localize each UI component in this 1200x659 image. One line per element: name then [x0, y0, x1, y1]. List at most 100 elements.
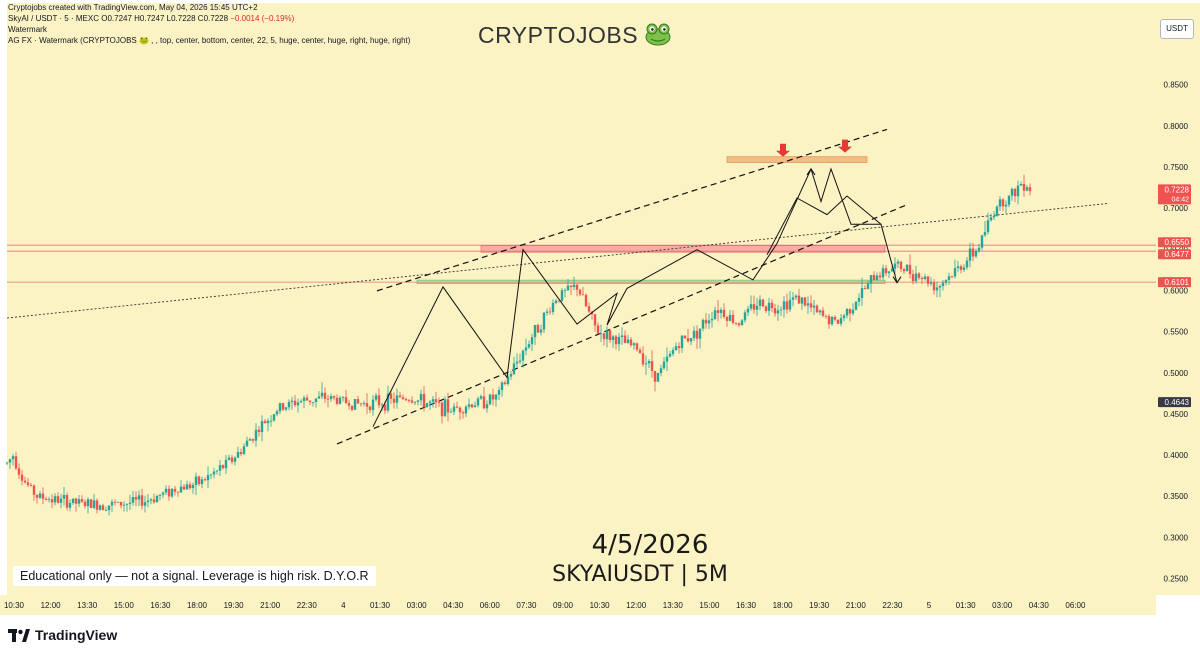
candle-body: [452, 406, 456, 412]
candle-body: [917, 273, 921, 278]
price-badge-label: 0.6550: [1165, 238, 1190, 247]
candle-body: [944, 279, 948, 283]
candle-body: [479, 396, 483, 399]
candle-body: [716, 310, 720, 313]
price-badge: [1158, 237, 1191, 248]
x-tick-label: 12:00: [41, 601, 62, 610]
chart-caption: Cryptojobs created with TradingView.com,…: [8, 3, 258, 12]
candle-body: [377, 395, 381, 406]
candle-body: [368, 406, 372, 411]
candle-body: [986, 220, 990, 233]
candle-body: [647, 361, 651, 364]
candle-body: [59, 498, 63, 503]
candle-body: [425, 403, 429, 407]
candle-body: [446, 399, 450, 413]
candle-body: [842, 315, 846, 319]
x-tick-label: 4: [341, 601, 346, 610]
currency-badge[interactable]: USDT: [1160, 19, 1194, 39]
candle-body: [137, 495, 141, 500]
candle-body: [116, 501, 120, 503]
candle-body: [578, 289, 582, 295]
candle-body: [638, 349, 642, 354]
candle-body: [959, 266, 963, 270]
indicator-legend[interactable]: AG FX · Watermark (CRYPTOJOBS 🐸 , , top,…: [8, 36, 411, 45]
watermark-legend[interactable]: Watermark: [8, 25, 47, 34]
candle-body: [776, 310, 780, 314]
candle-body: [77, 499, 81, 504]
x-tick-label: 04:30: [1029, 601, 1050, 610]
candle-body: [491, 394, 495, 400]
candle-body: [395, 395, 399, 403]
x-tick-label: 16:30: [150, 601, 171, 610]
y-tick-label: 0.3500: [1164, 492, 1189, 501]
watermark-title: CRYPTOJOBS: [430, 22, 720, 49]
x-tick-label: 09:00: [553, 601, 574, 610]
tradingview-logo[interactable]: TradingView: [8, 627, 117, 643]
candle-body: [44, 498, 48, 501]
candle-body: [746, 308, 750, 313]
candle-body: [992, 215, 996, 218]
candle-body: [929, 282, 933, 284]
price-badge-label: 0.6101: [1165, 278, 1190, 287]
candle-body: [296, 402, 300, 406]
candle-body: [17, 468, 21, 475]
candle-body: [359, 403, 363, 405]
candle-body: [482, 396, 486, 409]
candle-body: [764, 306, 768, 311]
candle-body: [323, 392, 327, 399]
channel-line-1: [336, 204, 906, 445]
candle-body: [143, 502, 147, 506]
candle-body: [356, 399, 360, 404]
candle-body: [812, 305, 816, 308]
candle-body: [599, 333, 603, 335]
x-tick-label: 10:30: [4, 601, 25, 610]
candle-body: [119, 501, 123, 506]
x-tick-label: 06:00: [1065, 601, 1086, 610]
candle-body: [344, 397, 348, 404]
candle-body: [758, 299, 762, 306]
candle-body: [386, 393, 390, 411]
candle-body: [857, 297, 861, 302]
candle-body: [200, 479, 204, 485]
x-tick-label: 21:00: [846, 601, 867, 610]
candle-body: [680, 335, 684, 348]
candle-body: [218, 465, 222, 471]
y-tick-label: 0.5500: [1164, 328, 1189, 337]
x-tick-label: 18:00: [187, 601, 208, 610]
candle-body: [383, 404, 387, 411]
x-tick-label: 22:30: [297, 601, 318, 610]
candle-body: [890, 268, 894, 272]
candle-body: [515, 361, 519, 364]
candle-body: [92, 500, 96, 508]
candle-body: [404, 398, 408, 401]
candle-body: [914, 273, 918, 282]
candle-body: [80, 499, 84, 502]
projection-path-1: [766, 195, 882, 256]
candles-group: [5, 174, 1032, 516]
candle-body: [752, 304, 756, 310]
candle-body: [698, 328, 702, 339]
y-tick-label: 0.4000: [1164, 451, 1189, 460]
x-tick-label: 15:00: [114, 601, 135, 610]
symbol-legend[interactable]: SkyAI / USDT · 5 · MEXC O0.7247 H0.7247 …: [8, 14, 294, 23]
candle-body: [749, 304, 753, 309]
candle-body: [53, 496, 57, 503]
candle-body: [935, 287, 939, 291]
candle-body: [50, 499, 54, 503]
candle-body: [548, 311, 552, 313]
candle-body: [455, 406, 459, 408]
candle-body: [488, 394, 492, 405]
candle-body: [692, 330, 696, 339]
candle-body: [416, 400, 420, 402]
dotted-trendline: [6, 203, 1108, 319]
candle-body: [788, 299, 792, 310]
candle-body: [212, 471, 216, 475]
candle-body: [860, 288, 864, 298]
candle-body: [557, 300, 561, 302]
symbol-name[interactable]: SkyAI / USDT · 5 · MEXC: [8, 14, 99, 23]
candle-body: [389, 393, 393, 399]
candle-body: [938, 286, 942, 288]
candle-body: [188, 484, 192, 489]
